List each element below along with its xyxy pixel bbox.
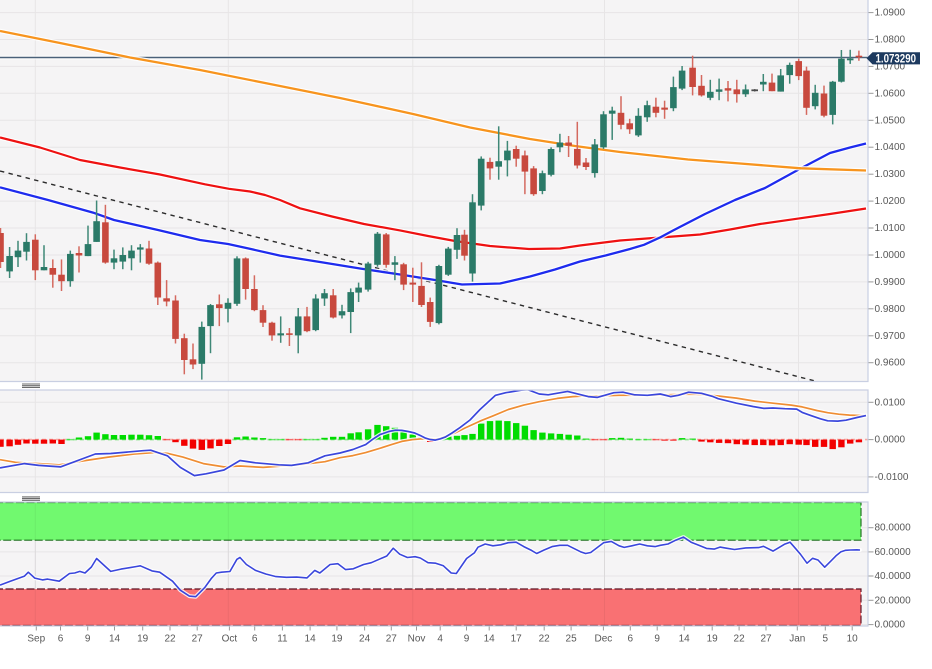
svg-text:-0.0100: -0.0100 — [875, 472, 909, 483]
svg-text:80.0000: 80.0000 — [875, 523, 912, 534]
svg-text:9: 9 — [654, 634, 660, 645]
svg-text:0.9700: 0.9700 — [875, 331, 906, 342]
svg-text:14: 14 — [109, 634, 121, 645]
svg-text:1.0000: 1.0000 — [875, 250, 906, 261]
svg-text:1.073290: 1.073290 — [876, 54, 917, 66]
svg-text:6: 6 — [252, 634, 258, 645]
svg-text:1.0400: 1.0400 — [875, 142, 906, 153]
svg-text:6: 6 — [628, 634, 634, 645]
svg-text:10: 10 — [847, 634, 859, 645]
svg-text:1.0700: 1.0700 — [875, 61, 906, 72]
svg-text:40.0000: 40.0000 — [875, 571, 912, 582]
svg-text:1.0600: 1.0600 — [875, 88, 906, 99]
svg-text:0.9800: 0.9800 — [875, 304, 906, 315]
svg-text:0.0000: 0.0000 — [875, 620, 906, 631]
svg-text:6: 6 — [58, 634, 64, 645]
svg-text:14: 14 — [679, 634, 691, 645]
svg-text:27: 27 — [760, 634, 772, 645]
svg-text:27: 27 — [386, 634, 398, 645]
svg-text:19: 19 — [707, 634, 719, 645]
svg-text:60.0000: 60.0000 — [875, 547, 912, 558]
svg-text:1.0800: 1.0800 — [875, 35, 906, 46]
svg-text:9: 9 — [464, 634, 470, 645]
svg-text:19: 19 — [331, 634, 343, 645]
svg-text:5: 5 — [823, 634, 829, 645]
svg-text:24: 24 — [359, 634, 371, 645]
svg-text:22: 22 — [734, 634, 746, 645]
svg-text:27: 27 — [192, 634, 204, 645]
svg-text:25: 25 — [566, 634, 578, 645]
svg-text:14: 14 — [305, 634, 317, 645]
svg-text:Oct: Oct — [222, 634, 238, 645]
svg-text:0.0000: 0.0000 — [875, 435, 906, 446]
svg-text:22: 22 — [164, 634, 176, 645]
svg-text:17: 17 — [511, 634, 523, 645]
svg-text:9: 9 — [85, 634, 91, 645]
svg-text:1.0300: 1.0300 — [875, 169, 906, 180]
svg-text:20.0000: 20.0000 — [875, 595, 912, 606]
svg-text:1.0100: 1.0100 — [875, 223, 906, 234]
svg-text:1.0200: 1.0200 — [875, 196, 906, 207]
svg-text:4: 4 — [437, 634, 443, 645]
svg-text:1.0900: 1.0900 — [875, 8, 906, 19]
svg-text:0.9900: 0.9900 — [875, 277, 906, 288]
svg-text:Dec: Dec — [595, 634, 613, 645]
svg-text:0.9600: 0.9600 — [875, 358, 906, 369]
svg-text:Sep: Sep — [27, 634, 45, 645]
svg-text:1.0500: 1.0500 — [875, 115, 906, 126]
svg-text:0.0100: 0.0100 — [875, 397, 906, 408]
svg-text:Nov: Nov — [408, 634, 426, 645]
svg-text:14: 14 — [484, 634, 496, 645]
svg-text:11: 11 — [277, 634, 288, 645]
svg-text:Jan: Jan — [789, 634, 805, 645]
svg-text:22: 22 — [539, 634, 551, 645]
svg-text:19: 19 — [137, 634, 149, 645]
